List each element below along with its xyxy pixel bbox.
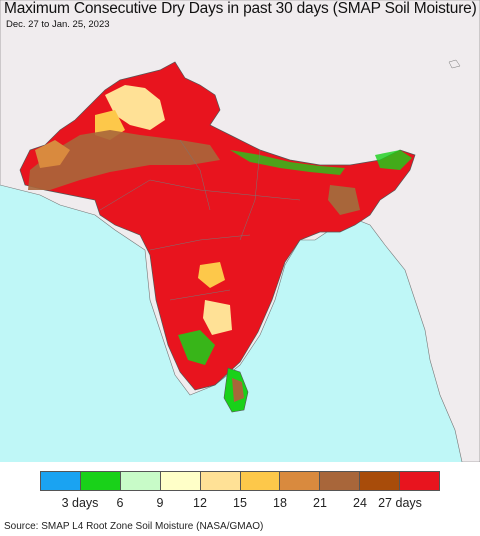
legend-tick-label: 27 days [378,496,422,510]
legend-tick-label: 21 [313,496,327,510]
legend-tick-label: 9 [156,496,164,510]
legend-tick-label: 3 days [61,496,99,510]
west-orange-patch [35,140,70,168]
west-brown-band [28,130,220,190]
legend-swatch [280,472,321,490]
date-range: Dec. 27 to Jan. 25, 2023 [6,19,110,30]
south-tan-patch [203,300,232,335]
legend-tick-label: 12 [193,496,207,510]
internal-borders [99,139,301,301]
legend-swatch [400,472,440,490]
legend-swatch [80,472,121,490]
dry-days-map [0,0,480,462]
himalaya-green-strip [230,150,345,175]
south-green-patch [178,330,215,365]
legend-colorbar [40,471,440,491]
legend-swatch [360,472,401,490]
northeast-green-patch [375,150,412,170]
north-tan-patch [105,85,165,130]
legend-swatch [200,472,241,490]
legend-swatch [320,472,361,490]
map-panel: Maximum Consecutive Dry Days in past 30 … [0,0,480,462]
legend-swatch [160,472,201,490]
legend-tick-label: 15 [233,496,247,510]
legend-swatch [240,472,281,490]
legend-tick-label: 6 [116,496,124,510]
map-title: Maximum Consecutive Dry Days in past 30 … [4,0,477,17]
source-note: Source: SMAP L4 Root Zone Soil Moisture … [4,521,264,532]
legend-tick-label: 18 [273,496,287,510]
legend-swatch [120,472,161,490]
central-orange-patch [198,262,225,288]
island [448,59,461,69]
legend-tick-label: 24 [353,496,367,510]
legend-swatch [41,472,81,490]
sri-lanka-brown [232,378,244,402]
bangladesh-brown-patch [328,185,360,215]
